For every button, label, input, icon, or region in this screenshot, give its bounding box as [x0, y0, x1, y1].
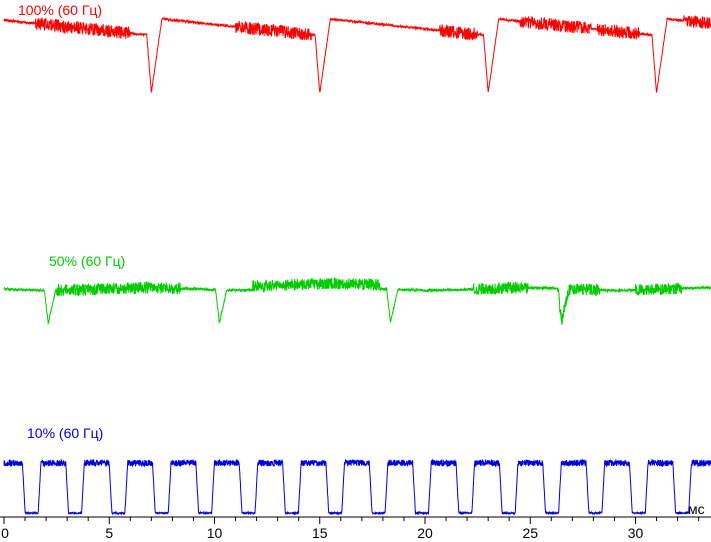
x-tick-label: 0 — [1, 525, 9, 541]
series-label-10pct: 10% (60 Гц) — [27, 425, 104, 441]
x-tick-label: 15 — [312, 525, 328, 541]
waveform-trace-0 — [3, 15, 711, 93]
waveform-trace-2 — [3, 458, 711, 516]
waveform-trace-1 — [3, 276, 711, 325]
series-label-50pct: 50% (60 Гц) — [49, 253, 126, 269]
series-label-100pct: 100% (60 Гц) — [18, 2, 103, 18]
x-axis-unit-label: мс — [688, 501, 705, 517]
x-tick-label: 5 — [105, 525, 113, 541]
x-tick-label: 30 — [628, 525, 644, 541]
x-tick-label: 25 — [522, 525, 538, 541]
x-tick-label: 20 — [417, 525, 433, 541]
x-tick-label: 10 — [207, 525, 223, 541]
